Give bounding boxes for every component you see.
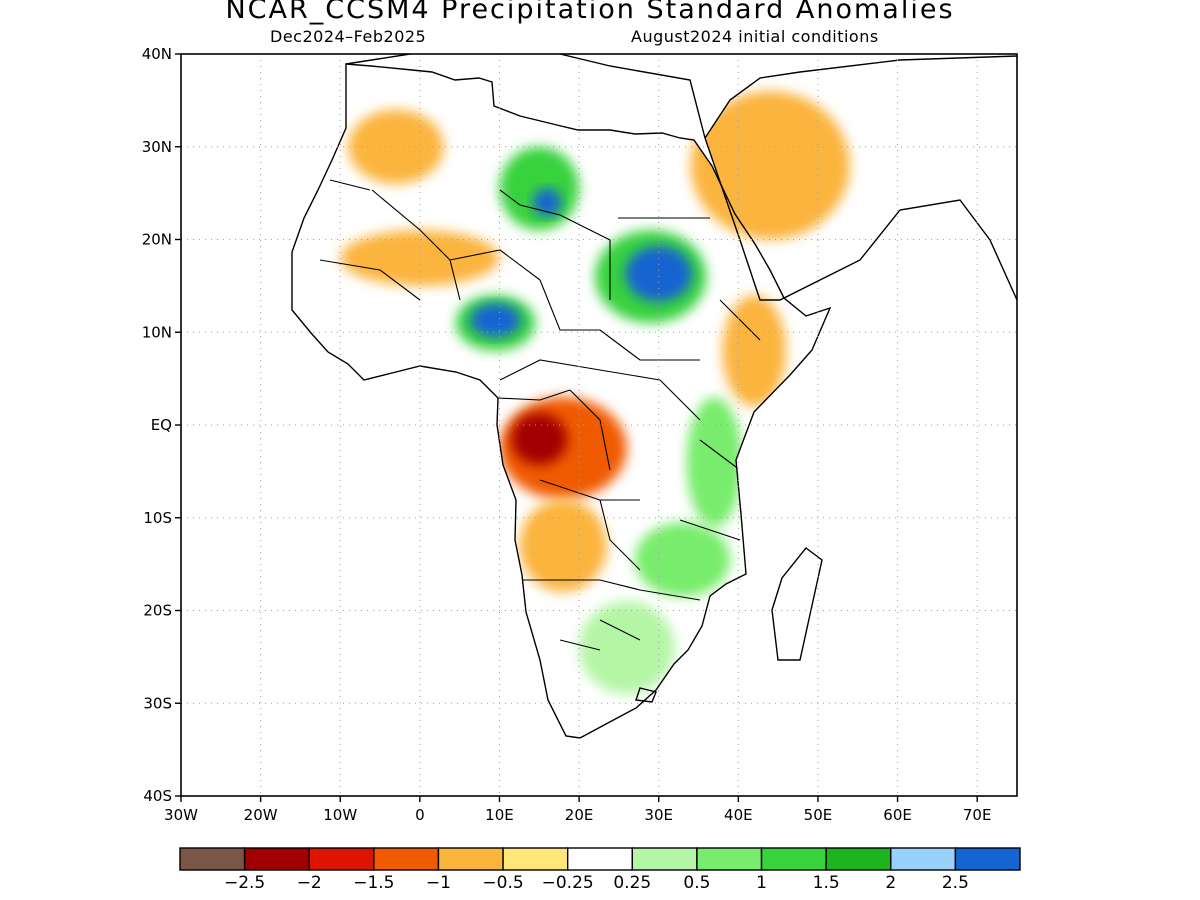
lon-tick-label: 60E (883, 806, 912, 824)
colorbar-label: 0.5 (683, 873, 710, 893)
anomaly-region (634, 522, 731, 597)
lon-tick-label: 30W (164, 806, 198, 824)
lon-tick-label: 0 (415, 806, 425, 824)
lon-tick-label: 20W (244, 806, 278, 824)
anomaly-region (686, 397, 743, 528)
mediterranean-coast (345, 54, 706, 139)
lon-tick-label: 10E (485, 806, 514, 824)
colorbar-swatch (308, 847, 375, 871)
colorbar: −2.5 −2 −1.5 −1 −0.5 −0.25 0.25 0.5 1 1.5 2 2.5 (179, 847, 1021, 893)
lon-tick-label: 10W (323, 806, 357, 824)
lat-tick-label: 30N (142, 138, 172, 156)
lat-lon-grid (181, 54, 1017, 796)
forecast-period: Dec2024–Feb2025 (270, 27, 427, 46)
lon-tick-label: 50E (804, 806, 833, 824)
lesotho-border (635, 687, 657, 703)
lat-tick-label: 20S (143, 602, 172, 620)
colorbar-label: −1 (426, 873, 451, 893)
lon-tick-label: 70E (963, 806, 992, 824)
colorbar-swatch (631, 847, 698, 871)
colorbar-swatch (179, 847, 246, 871)
lat-tick-label: 20N (142, 231, 172, 249)
colorbar-label: −1.5 (353, 873, 394, 893)
anomaly-region (519, 499, 607, 592)
colorbar-label: −2 (297, 873, 322, 893)
map-title: NCAR_CCSM4 Precipitation Standard Anomal… (225, 0, 955, 25)
lat-tick-label: 40N (142, 45, 172, 63)
lat-tick-label: 30S (143, 694, 172, 712)
anomaly-region (690, 91, 850, 240)
anomaly-region (470, 303, 521, 337)
colorbar-label: −2.5 (224, 873, 265, 893)
colorbar-label: −0.25 (542, 873, 594, 893)
colorbar-label: 0.25 (613, 873, 651, 893)
lat-tick-label: EQ (151, 416, 172, 434)
colorbar-swatch (760, 847, 827, 871)
anomaly-region (579, 601, 675, 694)
colorbar-label: 2.5 (942, 873, 969, 893)
colorbar-label: −0.5 (482, 873, 523, 893)
colorbar-swatch (502, 847, 569, 871)
lon-tick-label: 40E (724, 806, 753, 824)
coastlines (291, 54, 1017, 739)
colorbar-label: 2 (885, 873, 896, 893)
colorbar-swatch (437, 847, 504, 871)
anomaly-region (532, 188, 562, 217)
anomaly-region (511, 412, 568, 465)
colorbar-swatch (566, 847, 634, 871)
colorbar-swatch (373, 847, 440, 871)
lon-tick-label: 20E (565, 806, 594, 824)
initial-conditions: August2024 initial conditions (631, 27, 879, 46)
madagascar-coastline (771, 547, 823, 661)
colorbar-swatch (890, 847, 957, 871)
anomaly-region (625, 245, 693, 302)
country-borders (319, 179, 761, 651)
colorbar-swatch (696, 847, 763, 871)
colorbar-swatch (243, 847, 310, 871)
colorbar-swatch (954, 847, 1021, 871)
lat-tick-label: 10N (142, 323, 172, 341)
anomaly-region (499, 146, 580, 231)
lon-tick-label: 30E (644, 806, 673, 824)
arabia-asia-coastline (704, 55, 1017, 301)
colorbar-label: 1 (756, 873, 767, 893)
anomaly-region (348, 109, 444, 184)
lat-tick-label: 10S (143, 509, 172, 527)
lat-tick-label: 40S (143, 787, 172, 805)
colorbar-swatch (825, 847, 892, 871)
colorbar-label: 1.5 (813, 873, 840, 893)
